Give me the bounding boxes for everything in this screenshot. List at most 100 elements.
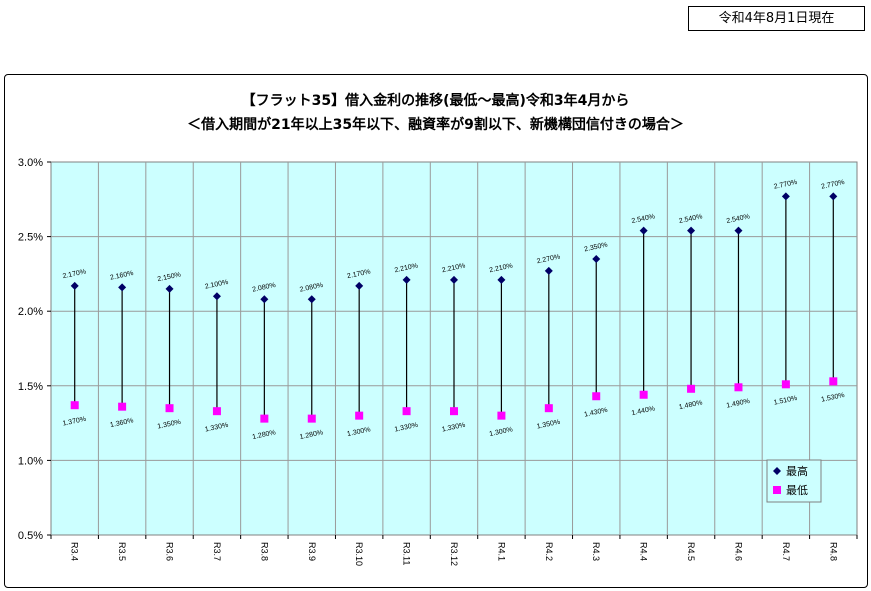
max-data-label: 2.350% [584, 242, 609, 254]
x-tick-label: R4.4 [639, 542, 649, 561]
min-data-label: 1.350% [536, 419, 561, 431]
min-data-label: 1.360% [109, 417, 134, 429]
max-point [402, 275, 411, 284]
legend-min-label: 最低 [786, 484, 808, 497]
min-data-label: 1.480% [678, 399, 703, 411]
max-point [687, 226, 696, 235]
max-data-label: 2.170% [62, 268, 87, 280]
min-point [497, 411, 506, 420]
x-tick-label: R3.9 [307, 542, 317, 561]
max-data-label: 2.150% [157, 271, 182, 283]
max-data-label: 2.540% [726, 213, 751, 225]
min-point [355, 411, 364, 420]
legend-box [766, 459, 822, 503]
min-point [70, 401, 79, 410]
max-point [829, 192, 838, 201]
x-tick-label: R3.10 [354, 542, 364, 566]
min-data-label: 1.370% [62, 416, 87, 428]
y-tick-label: 3.0% [18, 157, 43, 169]
legend-min-marker [773, 486, 781, 494]
max-data-label: 2.270% [536, 254, 561, 266]
min-point [402, 407, 411, 416]
min-data-label: 1.430% [584, 407, 609, 419]
min-point [165, 404, 174, 413]
min-point [829, 377, 838, 386]
max-data-label: 2.080% [252, 282, 277, 294]
min-point [450, 407, 458, 416]
max-data-label: 2.160% [109, 270, 134, 282]
min-data-label: 1.490% [726, 398, 751, 410]
min-data-label: 1.300% [347, 426, 372, 438]
max-point [450, 275, 458, 284]
x-tick-label: R4.7 [781, 542, 791, 561]
as-of-date-label: 令和4年8月1日現在 [718, 11, 835, 26]
max-point [639, 226, 648, 235]
as-of-date-box: 令和4年8月1日現在 [688, 6, 865, 31]
max-point [212, 292, 221, 301]
max-point [260, 295, 269, 304]
min-data-label: 1.330% [204, 422, 229, 434]
min-point [734, 383, 743, 392]
min-data-label: 1.300% [489, 426, 514, 438]
min-point [639, 390, 648, 399]
y-tick-label: 1.0% [18, 455, 43, 467]
x-tick-label: R4.5 [686, 542, 696, 561]
max-point [592, 254, 601, 263]
min-data-label: 1.280% [299, 429, 324, 441]
min-data-label: 1.440% [631, 405, 656, 417]
x-tick-label: R4.2 [544, 542, 554, 561]
min-data-label: 1.330% [394, 422, 419, 434]
chart-title: 【フラット35】借入金利の推移(最低〜最高)令和3年4月から [241, 93, 630, 109]
max-data-label: 2.100% [204, 279, 229, 291]
max-point [307, 295, 316, 304]
min-data-label: 1.510% [773, 395, 798, 407]
max-point [781, 192, 790, 201]
max-point [165, 284, 174, 293]
x-tick-label: R3.11 [402, 542, 412, 565]
x-tick-label: R4.3 [591, 542, 601, 561]
max-data-label: 2.210% [394, 263, 419, 275]
min-data-label: 1.330% [441, 422, 466, 434]
max-data-label: 2.080% [299, 282, 324, 294]
min-point [212, 407, 221, 416]
min-data-label: 1.280% [252, 429, 277, 441]
y-tick-label: 2.0% [18, 306, 43, 318]
x-tick-label: R4.1 [496, 542, 506, 561]
max-point [544, 266, 553, 275]
y-tick-label: 0.5% [18, 530, 43, 542]
x-tick-label: R3.7 [212, 542, 222, 561]
legend-max-marker [773, 467, 781, 475]
min-data-label: 1.350% [157, 419, 182, 431]
max-point [70, 281, 79, 290]
min-point [118, 402, 127, 411]
max-data-label: 2.540% [678, 213, 703, 225]
chart-subtitle: ＜借入期間が21年以上35年以下、融資率が9割以下、新機構団信付きの場合＞ [187, 117, 684, 133]
y-tick-label: 2.5% [18, 232, 43, 244]
min-point [592, 392, 601, 401]
x-tick-label: R4.6 [733, 542, 743, 561]
x-tick-label: R3.8 [259, 542, 269, 561]
x-tick-label: R3.6 [165, 542, 175, 561]
max-data-label: 2.170% [347, 268, 372, 280]
max-data-label: 2.210% [489, 263, 514, 275]
y-tick-label: 1.5% [18, 381, 43, 393]
x-tick-label: R3.4 [70, 542, 80, 561]
min-point [307, 414, 316, 423]
max-point [355, 281, 364, 290]
x-tick-label: R3.5 [117, 542, 127, 561]
max-data-label: 2.770% [773, 179, 798, 191]
min-point [687, 384, 696, 393]
min-point [260, 414, 269, 423]
min-data-label: 1.530% [821, 392, 846, 404]
min-point [544, 404, 553, 413]
max-point [118, 283, 127, 292]
min-point [781, 380, 790, 389]
max-data-label: 2.540% [631, 213, 656, 225]
max-data-label: 2.210% [441, 263, 466, 275]
max-point [497, 275, 506, 284]
x-tick-label: R4.8 [828, 542, 838, 561]
max-data-label: 2.770% [821, 179, 846, 191]
max-point [734, 226, 743, 235]
x-tick-label: R3.12 [449, 542, 459, 566]
